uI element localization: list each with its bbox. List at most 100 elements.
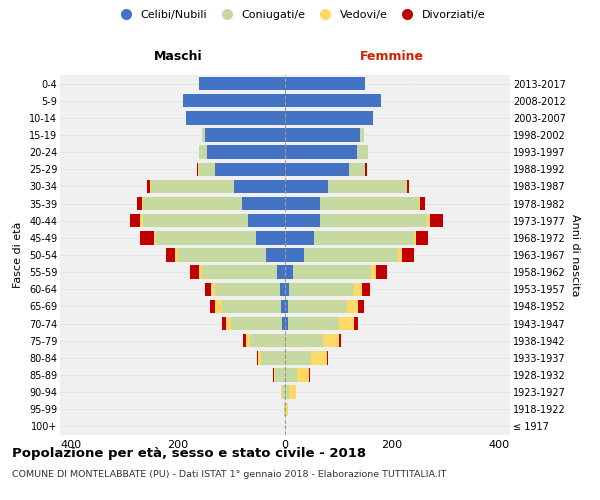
Bar (202, 266, 277, 279)
Bar (202, 128, 205, 141)
Bar (215, 300, 222, 313)
Bar (281, 300, 285, 313)
Bar (256, 231, 285, 244)
Bar (257, 351, 258, 364)
Bar (266, 248, 285, 262)
Bar (199, 146, 208, 159)
Bar (232, 317, 283, 330)
Bar (243, 334, 246, 347)
Bar (242, 197, 285, 210)
Bar (285, 162, 349, 176)
Bar (365, 162, 367, 176)
Bar (178, 248, 266, 262)
Bar (285, 266, 293, 279)
Bar (347, 300, 358, 313)
Bar (198, 162, 199, 176)
Bar (287, 300, 347, 313)
Bar (320, 214, 427, 228)
Bar (402, 248, 413, 262)
Bar (285, 368, 297, 382)
Bar (183, 94, 285, 108)
Bar (281, 386, 283, 399)
Bar (150, 180, 151, 193)
Bar (349, 162, 365, 176)
Text: Maschi: Maschi (154, 50, 202, 62)
Bar (284, 402, 285, 416)
Bar (140, 231, 154, 244)
Bar (222, 300, 281, 313)
Bar (371, 266, 376, 279)
Bar (208, 146, 285, 159)
Bar (413, 231, 416, 244)
Bar (311, 351, 327, 364)
Bar (137, 197, 142, 210)
Bar (258, 351, 261, 364)
Y-axis label: Anni di nascita: Anni di nascita (569, 214, 580, 296)
Bar (215, 162, 285, 176)
Bar (285, 128, 360, 141)
Bar (234, 180, 285, 193)
Bar (289, 386, 296, 399)
Bar (308, 368, 310, 382)
Bar (285, 146, 358, 159)
Bar (190, 266, 199, 279)
Bar (283, 386, 285, 399)
Bar (285, 197, 320, 210)
Bar (246, 334, 250, 347)
Bar (358, 300, 364, 313)
Bar (154, 231, 157, 244)
Bar (285, 111, 373, 124)
Bar (285, 300, 287, 313)
Bar (222, 317, 226, 330)
Bar (226, 317, 232, 330)
Y-axis label: Fasce di età: Fasce di età (13, 222, 23, 288)
Bar (166, 248, 175, 262)
Bar (199, 162, 215, 176)
Bar (261, 351, 285, 364)
Bar (143, 214, 248, 228)
Bar (289, 282, 353, 296)
Bar (293, 266, 371, 279)
Bar (314, 231, 413, 244)
Bar (285, 231, 314, 244)
Bar (407, 180, 409, 193)
Bar (328, 180, 406, 193)
Bar (250, 334, 285, 347)
Bar (285, 386, 289, 399)
Bar (353, 317, 358, 330)
Bar (360, 128, 364, 141)
Bar (416, 231, 428, 244)
Bar (199, 77, 285, 90)
Bar (320, 197, 419, 210)
Text: Femmine: Femmine (360, 50, 424, 62)
Bar (285, 317, 287, 330)
Bar (210, 300, 215, 313)
Bar (285, 214, 320, 228)
Bar (280, 282, 285, 296)
Bar (130, 214, 140, 228)
Bar (323, 334, 338, 347)
Bar (362, 282, 370, 296)
Bar (420, 197, 425, 210)
Bar (398, 248, 402, 262)
Bar (338, 317, 353, 330)
Bar (186, 111, 285, 124)
Bar (427, 214, 430, 228)
Bar (327, 351, 328, 364)
Bar (143, 197, 242, 210)
Bar (285, 334, 323, 347)
Legend: Celibi/Nubili, Coniugati/e, Vedovi/e, Divorziati/e: Celibi/Nubili, Coniugati/e, Vedovi/e, Di… (110, 6, 490, 25)
Bar (287, 317, 338, 330)
Bar (285, 402, 286, 416)
Bar (275, 368, 285, 382)
Bar (199, 266, 202, 279)
Bar (277, 266, 285, 279)
Text: COMUNE DI MONTELABBATE (PU) - Dati ISTAT 1° gennaio 2018 - Elaborazione TUTTITAL: COMUNE DI MONTELABBATE (PU) - Dati ISTAT… (12, 470, 446, 479)
Bar (151, 180, 234, 193)
Bar (285, 282, 289, 296)
Bar (430, 214, 443, 228)
Bar (406, 180, 407, 193)
Bar (211, 282, 215, 296)
Bar (157, 231, 256, 244)
Bar (419, 197, 420, 210)
